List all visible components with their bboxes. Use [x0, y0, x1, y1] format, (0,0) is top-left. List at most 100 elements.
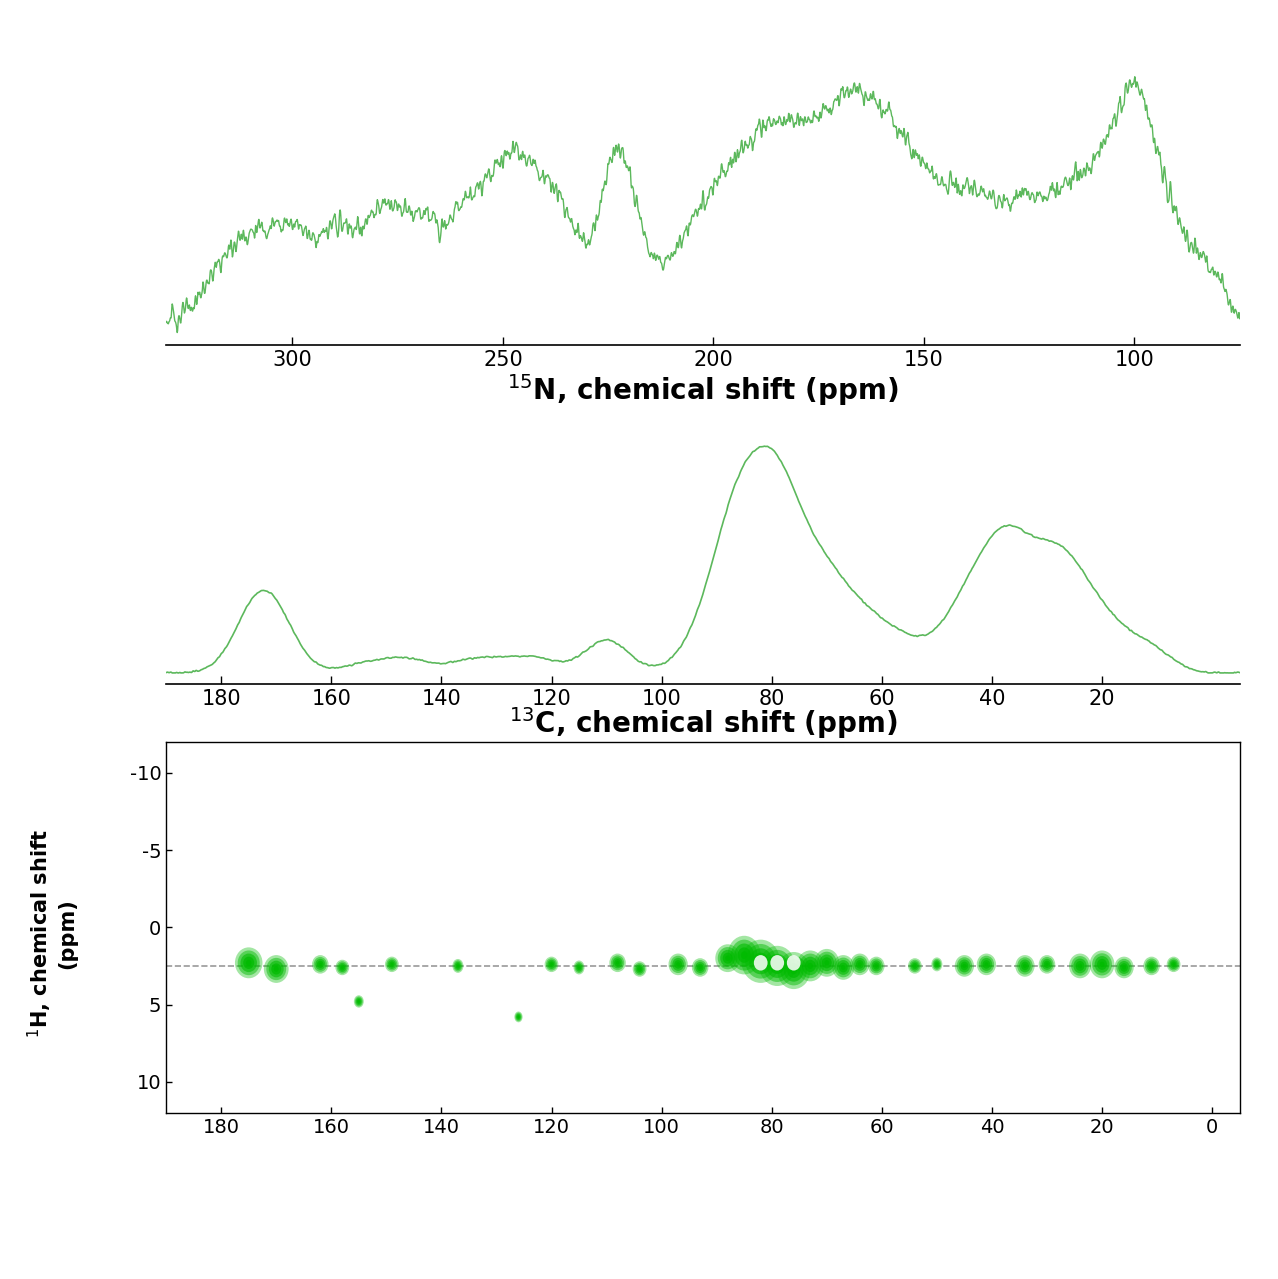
Ellipse shape	[1117, 959, 1132, 976]
Ellipse shape	[771, 955, 785, 971]
Ellipse shape	[1171, 962, 1176, 967]
Ellipse shape	[386, 958, 397, 971]
Ellipse shape	[357, 999, 360, 1004]
Ellipse shape	[735, 944, 754, 967]
Ellipse shape	[817, 952, 837, 973]
Ellipse shape	[805, 959, 815, 972]
Ellipse shape	[550, 963, 553, 966]
Ellipse shape	[337, 962, 348, 973]
Ellipse shape	[634, 963, 645, 975]
Ellipse shape	[1099, 962, 1104, 967]
Ellipse shape	[1040, 957, 1053, 972]
Ellipse shape	[1122, 966, 1126, 969]
Ellipse shape	[803, 957, 818, 975]
Ellipse shape	[1022, 964, 1028, 968]
Ellipse shape	[1094, 955, 1109, 973]
Ellipse shape	[387, 959, 396, 969]
Ellipse shape	[1169, 959, 1178, 969]
Ellipse shape	[1019, 959, 1031, 972]
Ellipse shape	[633, 962, 647, 977]
Ellipse shape	[316, 959, 325, 969]
Ellipse shape	[271, 963, 281, 975]
Ellipse shape	[870, 958, 883, 973]
Ellipse shape	[771, 958, 785, 973]
Ellipse shape	[957, 957, 973, 975]
Ellipse shape	[391, 963, 394, 966]
Ellipse shape	[516, 1014, 521, 1021]
Ellipse shape	[610, 954, 626, 972]
Ellipse shape	[832, 955, 854, 980]
Ellipse shape	[910, 959, 920, 972]
Ellipse shape	[787, 963, 800, 978]
Ellipse shape	[575, 962, 584, 973]
Ellipse shape	[611, 955, 624, 971]
Ellipse shape	[268, 961, 284, 977]
Ellipse shape	[1045, 963, 1049, 966]
Ellipse shape	[675, 961, 682, 968]
Ellipse shape	[835, 958, 852, 977]
Ellipse shape	[695, 962, 705, 973]
Ellipse shape	[697, 964, 703, 971]
Ellipse shape	[456, 964, 459, 967]
Ellipse shape	[340, 964, 345, 971]
Ellipse shape	[767, 954, 789, 978]
Ellipse shape	[976, 954, 996, 975]
Ellipse shape	[694, 961, 707, 975]
Ellipse shape	[781, 955, 806, 985]
Ellipse shape	[874, 964, 878, 968]
Ellipse shape	[718, 946, 737, 969]
Ellipse shape	[1145, 958, 1158, 973]
Ellipse shape	[452, 959, 464, 973]
Ellipse shape	[753, 953, 768, 969]
Ellipse shape	[822, 957, 832, 968]
Ellipse shape	[1042, 959, 1052, 969]
Ellipse shape	[1076, 961, 1085, 971]
Text: $^{15}$N, chemical shift (ppm): $^{15}$N, chemical shift (ppm)	[507, 372, 898, 408]
Ellipse shape	[725, 955, 730, 961]
Ellipse shape	[1172, 963, 1174, 966]
Ellipse shape	[933, 959, 942, 969]
Ellipse shape	[339, 963, 346, 972]
Ellipse shape	[1093, 953, 1112, 976]
Ellipse shape	[355, 996, 363, 1007]
Ellipse shape	[757, 957, 764, 966]
Ellipse shape	[1090, 950, 1114, 978]
Ellipse shape	[1114, 957, 1134, 978]
Ellipse shape	[934, 962, 939, 967]
Ellipse shape	[341, 966, 344, 969]
Ellipse shape	[837, 961, 850, 975]
Ellipse shape	[1015, 955, 1035, 977]
Ellipse shape	[546, 958, 557, 971]
Ellipse shape	[263, 955, 289, 982]
Ellipse shape	[574, 961, 584, 975]
Ellipse shape	[235, 948, 262, 978]
Ellipse shape	[1144, 957, 1160, 975]
Ellipse shape	[932, 958, 942, 971]
Ellipse shape	[749, 948, 772, 975]
Ellipse shape	[716, 944, 740, 972]
Ellipse shape	[983, 961, 990, 968]
Ellipse shape	[933, 961, 941, 968]
Ellipse shape	[1146, 961, 1157, 972]
Ellipse shape	[763, 950, 791, 982]
Ellipse shape	[671, 955, 686, 973]
Ellipse shape	[868, 957, 884, 975]
Ellipse shape	[636, 966, 643, 972]
Ellipse shape	[721, 950, 735, 967]
Ellipse shape	[1167, 957, 1181, 972]
Ellipse shape	[796, 950, 824, 981]
Ellipse shape	[516, 1014, 520, 1019]
Ellipse shape	[672, 958, 684, 971]
Ellipse shape	[335, 959, 349, 975]
Ellipse shape	[773, 962, 781, 969]
Ellipse shape	[907, 958, 921, 973]
Ellipse shape	[873, 962, 879, 969]
Ellipse shape	[273, 966, 279, 972]
Ellipse shape	[385, 957, 399, 972]
Ellipse shape	[958, 959, 970, 972]
Ellipse shape	[358, 1000, 360, 1003]
Ellipse shape	[852, 955, 868, 973]
Ellipse shape	[979, 955, 994, 973]
Ellipse shape	[578, 966, 580, 969]
Ellipse shape	[615, 959, 621, 967]
